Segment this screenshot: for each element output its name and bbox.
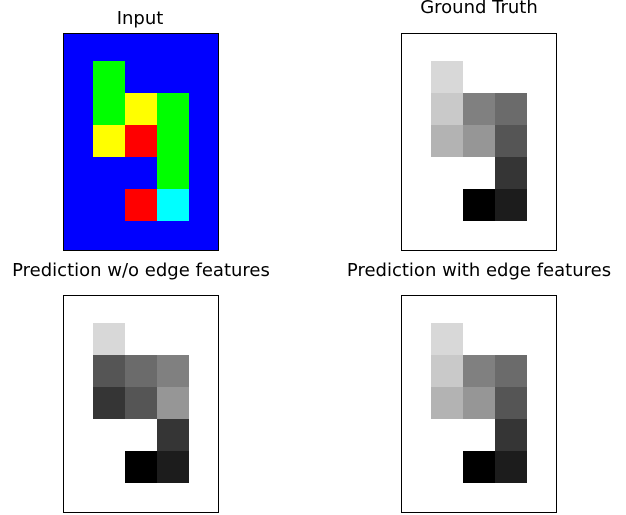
grid-cell — [431, 93, 463, 125]
grid-cell — [157, 355, 189, 387]
panel-prediction-with-edge — [401, 295, 557, 513]
grid-cell — [93, 355, 125, 387]
grid-cell — [93, 61, 125, 93]
grid-cell — [431, 355, 463, 387]
grid-cell — [125, 451, 157, 483]
grid-cell — [463, 387, 495, 419]
grid-cell — [125, 125, 157, 157]
panel-title-prediction-without-edge: Prediction w/o edge features — [12, 260, 270, 281]
grid-cell — [495, 451, 527, 483]
grid-cell — [463, 93, 495, 125]
grid-cell — [495, 189, 527, 221]
grid-cell — [125, 355, 157, 387]
grid-cell — [463, 451, 495, 483]
grid-cell — [431, 387, 463, 419]
grid-cell — [495, 157, 527, 189]
grid-cell — [157, 387, 189, 419]
grid-cell — [157, 419, 189, 451]
panel-ground-truth — [401, 33, 557, 251]
grid-cell — [125, 189, 157, 221]
grid-cell — [93, 387, 125, 419]
grid-cell — [157, 189, 189, 221]
grid-cell — [495, 419, 527, 451]
panel-title-ground-truth: Ground Truth — [420, 0, 538, 18]
panel-title-input: Input — [116, 8, 164, 29]
grid-cell — [125, 93, 157, 125]
panel-prediction-without-edge — [63, 295, 219, 513]
grid-cell — [495, 387, 527, 419]
grid-cell — [431, 61, 463, 93]
grid-cell — [463, 355, 495, 387]
grid-cell — [463, 189, 495, 221]
grid-cell — [463, 125, 495, 157]
grid-cell — [495, 355, 527, 387]
grid-cell — [93, 323, 125, 355]
grid-cell — [495, 125, 527, 157]
grid-cell — [93, 93, 125, 125]
grid-cell — [157, 125, 189, 157]
grid-cell — [495, 93, 527, 125]
grid-cell — [157, 451, 189, 483]
panel-title-prediction-with-edge: Prediction with edge features — [346, 260, 612, 281]
grid-cell — [431, 125, 463, 157]
grid-cell — [157, 157, 189, 189]
grid-cell — [125, 387, 157, 419]
grid-cell — [431, 323, 463, 355]
grid-cell — [157, 93, 189, 125]
panel-input — [63, 33, 219, 251]
grid-cell — [93, 125, 125, 157]
